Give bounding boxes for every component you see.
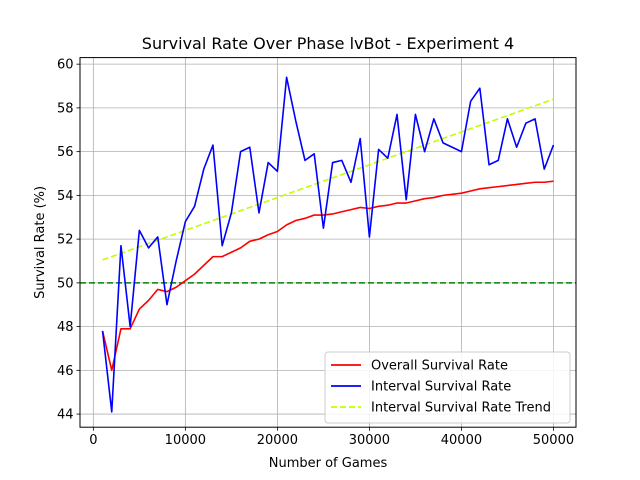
legend: Overall Survival Rate Interval Survival …	[324, 351, 571, 424]
x-tick-label: 0	[89, 433, 97, 448]
y-tick-label: 58	[57, 101, 74, 116]
y-tick-label: 46	[57, 364, 74, 379]
interval-survival-rate-line	[101, 76, 555, 413]
overall-survival-rate-line	[101, 180, 554, 372]
legend-label-trend: Interval Survival Rate Trend	[371, 401, 551, 416]
chart-title: Survival Rate Over Phase lvBot - Experim…	[142, 34, 514, 53]
plot-area-frame	[79, 57, 577, 428]
legend-label-overall: Overall Survival Rate	[371, 359, 508, 374]
y-tick-label: 44	[57, 408, 74, 423]
x-tick-label: 40000	[441, 433, 482, 448]
y-tick-label: 56	[57, 145, 74, 160]
y-tick-label: 52	[57, 233, 74, 248]
x-tick-label: 20000	[257, 433, 298, 448]
y-axis-label: Survival Rate (%)	[33, 186, 48, 299]
y-tick-label: 50	[57, 276, 74, 291]
x-axis-ticks: 0 10000 20000 30000 40000 50000	[89, 427, 574, 448]
y-axis-ticks: 44 46 48 50 52 54 56 58 60	[57, 58, 80, 423]
x-tick-label: 30000	[349, 433, 390, 448]
legend-box	[324, 351, 571, 424]
series-layer	[101, 76, 555, 413]
y-tick-label: 60	[57, 58, 74, 73]
y-tick-label: 48	[57, 320, 74, 335]
legend-label-interval: Interval Survival Rate	[371, 380, 511, 395]
x-axis-label: Number of Games	[269, 456, 388, 471]
y-tick-label: 54	[57, 189, 74, 204]
x-tick-label: 10000	[165, 433, 206, 448]
x-tick-label: 50000	[533, 433, 574, 448]
interval-survival-rate-trend-line	[102, 98, 554, 261]
